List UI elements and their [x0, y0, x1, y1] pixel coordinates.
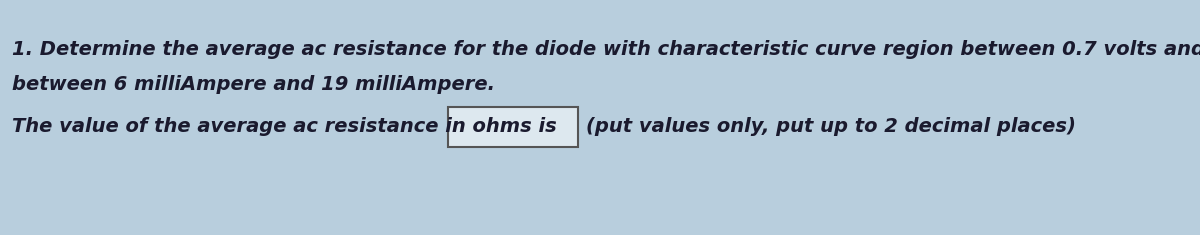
Text: The value of the average ac resistance in ohms is: The value of the average ac resistance i… — [12, 117, 557, 136]
Text: 1. Determine the average ac resistance for the diode with characteristic curve r: 1. Determine the average ac resistance f… — [12, 40, 1200, 59]
Bar — [448, 107, 578, 147]
Text: between 6 milliAmpere and 19 milliAmpere.: between 6 milliAmpere and 19 milliAmpere… — [12, 75, 496, 94]
Text: (put values only, put up to 2 decimal places): (put values only, put up to 2 decimal pl… — [586, 117, 1076, 136]
